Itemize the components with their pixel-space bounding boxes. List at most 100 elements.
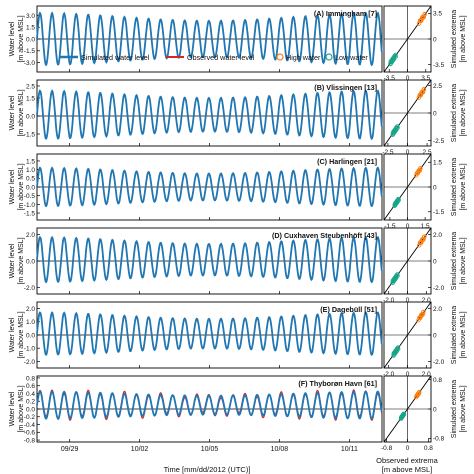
low-water-point: [388, 61, 394, 66]
high-water-point: [420, 312, 425, 317]
scatter-y-tick-label: -3.5: [433, 62, 445, 69]
scatter-x-tick-label: -2.5: [382, 149, 394, 156]
legend-low-label: Low water: [335, 53, 368, 62]
y-tick-label: -1.0: [24, 202, 36, 209]
scatter-y-tick-label: 0: [433, 406, 437, 413]
y-axis-title-line2: [m above MSL]: [18, 237, 25, 284]
high-water-point: [417, 389, 422, 395]
scatter-y-axis-title-line1: Simulated extrema: [451, 10, 458, 68]
scatter-x-tick-label: 0: [406, 297, 410, 304]
scatter-x-tick-label: 3.5: [421, 75, 430, 82]
scatter-y-axis-title-line1: Simulated extrema: [451, 306, 458, 364]
y-tick-label: -0.8: [24, 437, 36, 444]
scatter-y-axis-title-line1: Simulated extrema: [451, 158, 458, 216]
high-water-point: [421, 236, 426, 242]
scatter-x-tick-label: 0: [406, 223, 410, 230]
scatter-y-tick-label: -2.5: [433, 138, 445, 145]
panel-title: (A) Immingham [7]: [314, 9, 377, 18]
scatter-y-tick-label: 3.5: [433, 11, 442, 18]
y-tick-label: -0.5: [24, 193, 36, 200]
low-water-point: [391, 352, 397, 357]
scatter-y-axis-title-line1: Simulated extrema: [451, 232, 458, 290]
panel-title: (B) Vlissingen [13]: [314, 83, 377, 92]
high-water-point: [422, 234, 427, 239]
y-tick-label: -1.5: [24, 48, 36, 55]
y-tick-label: 0.6: [26, 383, 35, 390]
scatter-y-tick-label: 2.0: [433, 306, 442, 313]
y-tick-label: 0.0: [26, 406, 35, 413]
legend-high-label: High water: [286, 53, 321, 62]
scatter-y-axis-title-line2: [m above MSL]: [460, 385, 467, 432]
high-water-point: [422, 11, 427, 17]
scatter-x-tick-label: 0: [406, 149, 410, 156]
y-tick-label: -2.0: [24, 359, 36, 366]
y-tick-label: 0.2: [26, 399, 35, 406]
y-tick-label: -1.0: [24, 346, 36, 353]
panel-title: (E) Dagebüll [51]: [320, 305, 377, 314]
legend-simulated-label: Simulated water level: [81, 53, 150, 62]
high-water-point: [421, 14, 427, 20]
scatter-y-axis-title-line2: [m above MSL]: [460, 89, 467, 136]
scatter-y-tick-label: 2.0: [433, 232, 442, 239]
y-axis-title-line2: [m above MSL]: [18, 89, 25, 136]
x-axis-title: Time [mm/dd/2012 (UTC)]: [164, 465, 251, 474]
high-water-point: [421, 87, 427, 92]
high-water-point: [420, 89, 426, 94]
legend-low-marker: [325, 53, 333, 61]
scatter-y-tick-label: 0: [433, 258, 437, 265]
scatter-y-axis-title-line1: Simulated extrema: [451, 84, 458, 142]
scatter-x-tick-label: 0: [406, 75, 410, 82]
x-tick-label: 09/29: [61, 446, 79, 453]
y-tick-label: 0.4: [26, 391, 35, 398]
y-tick-label: 0.0: [26, 113, 35, 120]
y-tick-label: 0.0: [26, 258, 35, 265]
y-axis-title-line1: Water level: [9, 317, 16, 352]
y-tick-label: 3.0: [26, 13, 35, 20]
y-tick-label: -0.2: [24, 414, 36, 421]
y-tick-label: 0.0: [26, 36, 35, 43]
scatter-y-tick-label: -1.5: [433, 209, 445, 216]
y-tick-label: 1.0: [26, 167, 35, 174]
y-axis-title-line2: [m above MSL]: [18, 311, 25, 358]
x-tick-label: 10/05: [201, 446, 219, 453]
high-water-point: [418, 166, 423, 171]
panel-4: -2.0 -1.0 0.0 1.0 2.0 Water level [m above MSL…: [9, 301, 467, 378]
scatter-x-tick-label: 1.5: [421, 223, 430, 230]
y-tick-label: -1.5: [24, 131, 36, 138]
scatter-y-tick-label: -2.0: [433, 359, 445, 366]
x-tick-label: 10/11: [341, 446, 358, 453]
y-tick-label: -0.6: [24, 430, 36, 437]
low-water-point: [390, 279, 396, 285]
y-tick-label: 1.0: [26, 319, 35, 326]
scatter-y-axis-title-line1: Simulated extrema: [451, 380, 458, 438]
low-water-point: [391, 131, 396, 137]
simulated-series: [36, 311, 383, 356]
high-water-point: [417, 168, 422, 173]
simulated-series: [36, 11, 383, 67]
y-tick-label: 1.5: [26, 95, 35, 102]
y-tick-label: 0.0: [26, 332, 35, 339]
y-tick-label: 0.5: [26, 176, 35, 183]
scatter-x-tick-label: 2.0: [422, 297, 431, 304]
y-tick-label: 0.8: [26, 375, 35, 382]
scatter-x-tick-label: 2.0: [422, 371, 431, 378]
y-axis-title-line2: [m above MSL]: [18, 15, 25, 62]
scatter-x-tick-label: 0: [406, 371, 410, 378]
simulated-series: [36, 235, 383, 284]
y-tick-label: 1.5: [26, 158, 35, 165]
scatter-x-tick-label: -2.0: [383, 297, 395, 304]
panel-title: (C) Harlingen [21]: [317, 157, 377, 166]
scatter-x-tick-label: 2.5: [423, 149, 432, 156]
scatter-x-tick-label: -1.5: [384, 223, 396, 230]
scatter-y-tick-label: 0: [433, 36, 437, 43]
scatter-x-tick-label: 0.8: [424, 445, 433, 452]
high-water-point: [421, 309, 426, 315]
scatter-y-tick-label: 0.8: [433, 377, 442, 384]
y-tick-label: -0.4: [24, 422, 36, 429]
panel-title: (F) Thyborøn Havn [61]: [298, 379, 377, 388]
